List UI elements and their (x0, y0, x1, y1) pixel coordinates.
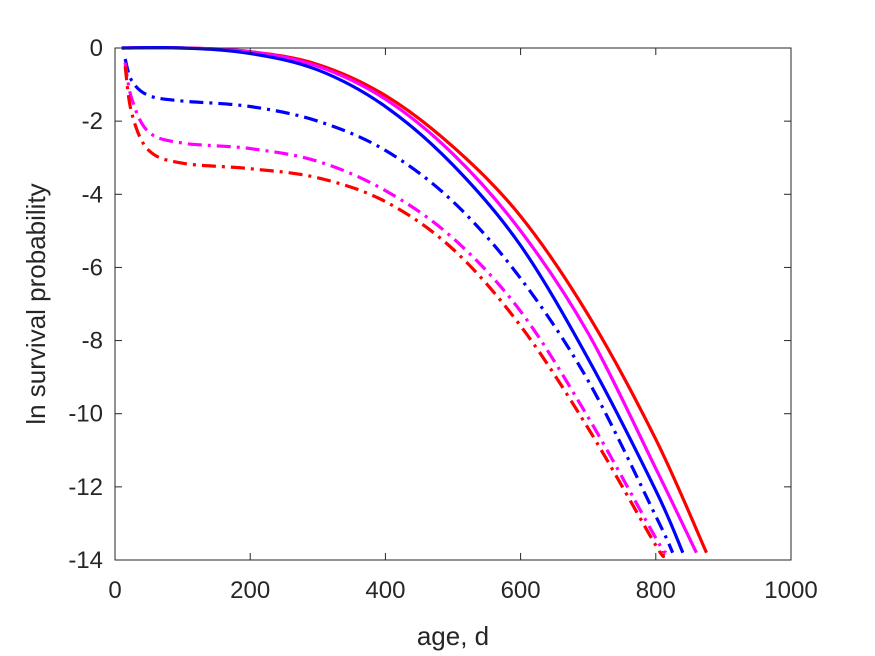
x-axis-label: age, d (417, 621, 489, 651)
y-tick-label: -14 (68, 547, 103, 574)
series-line-6 (123, 66, 666, 559)
y-tick-label: -4 (82, 181, 103, 208)
y-tick-label: -10 (68, 401, 103, 428)
x-tick-label: 1000 (764, 577, 817, 604)
x-tick-label: 600 (501, 577, 541, 604)
series-line-4 (123, 58, 675, 554)
y-tick-label: -12 (68, 474, 103, 501)
y-tick-label: -8 (82, 328, 103, 355)
x-tick-label: 0 (108, 577, 121, 604)
y-tick-label: -6 (82, 254, 103, 281)
axes-layer: 0 200 400 600 800 1000 0 -2 -4 -6 -8 -10 -12 -14 (68, 35, 817, 604)
y-tick-label: 0 (90, 35, 103, 62)
plot-area (115, 48, 791, 560)
series-line-3 (121, 46, 685, 554)
series-line-5 (123, 62, 668, 555)
axes-box (114, 47, 792, 561)
y-tick-label: -2 (82, 108, 103, 135)
x-tick-label: 400 (365, 577, 405, 604)
x-tick-label: 800 (636, 577, 676, 604)
x-tick-label: 200 (230, 577, 270, 604)
y-axis-label: ln survival probability (21, 183, 51, 424)
series-layer (121, 46, 708, 559)
